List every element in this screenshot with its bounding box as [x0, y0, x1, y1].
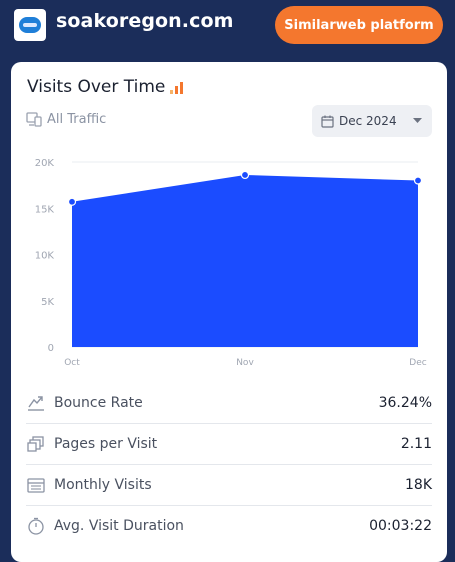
visits-card: Visits Over Time All Traffic Dec 2024 0 5… — [11, 62, 447, 562]
calendar-icon — [321, 115, 334, 128]
y-tick-label: 20K — [35, 158, 55, 169]
metric-value: 36.24% — [378, 395, 432, 411]
data-point — [240, 170, 250, 180]
bounce-rate-icon — [26, 393, 46, 413]
y-tick-label: 15K — [35, 204, 55, 215]
chevron-down-icon — [413, 118, 422, 123]
y-tick-label: 5K — [41, 297, 54, 308]
metric-avg-visit-duration: Avg. Visit Duration 00:03:22 — [26, 506, 432, 546]
traffic-filter-label: All Traffic — [47, 112, 107, 127]
metric-label: Monthly Visits — [54, 477, 152, 493]
metrics-list: Bounce Rate 36.24% Pages per Visit 2.11 — [26, 383, 432, 546]
metric-monthly-visits: Monthly Visits 18K — [26, 465, 432, 506]
metric-pages-per-visit: Pages per Visit 2.11 — [26, 424, 432, 465]
x-tick-label: Dec — [409, 358, 426, 368]
site-header: soakoregon.com Similarweb platform — [0, 0, 455, 60]
devices-icon — [26, 112, 42, 127]
metric-bounce-rate: Bounce Rate 36.24% — [26, 383, 432, 424]
metric-value: 2.11 — [400, 436, 432, 452]
site-name: soakoregon.com — [56, 10, 234, 32]
date-selector[interactable]: Dec 2024 — [312, 105, 432, 137]
y-tick-label: 10K — [35, 251, 55, 262]
x-tick-label: Oct — [64, 358, 80, 368]
date-selector-label: Dec 2024 — [339, 114, 397, 128]
data-point — [67, 197, 77, 206]
visits-area — [72, 174, 418, 347]
stopwatch-icon — [26, 516, 46, 536]
traffic-filter: All Traffic — [26, 112, 106, 127]
metric-label: Avg. Visit Duration — [54, 518, 184, 534]
x-tick-label: Nov — [236, 358, 254, 368]
metric-value: 18K — [405, 477, 432, 493]
signal-bars-icon — [170, 82, 183, 94]
visits-chart: 0 5K 10K 15K 20K Oct Nov Dec — [35, 158, 427, 368]
site-logo — [14, 9, 46, 41]
metric-label: Bounce Rate — [54, 395, 143, 411]
metric-label: Pages per Visit — [54, 436, 158, 452]
calendar-icon — [26, 475, 46, 495]
data-point — [413, 176, 423, 185]
card-title: Visits Over Time — [27, 77, 166, 97]
y-tick-label: 0 — [48, 343, 54, 354]
pages-icon — [26, 434, 46, 454]
similarweb-platform-button[interactable]: Similarweb platform — [275, 6, 443, 44]
metric-value: 00:03:22 — [369, 518, 432, 534]
